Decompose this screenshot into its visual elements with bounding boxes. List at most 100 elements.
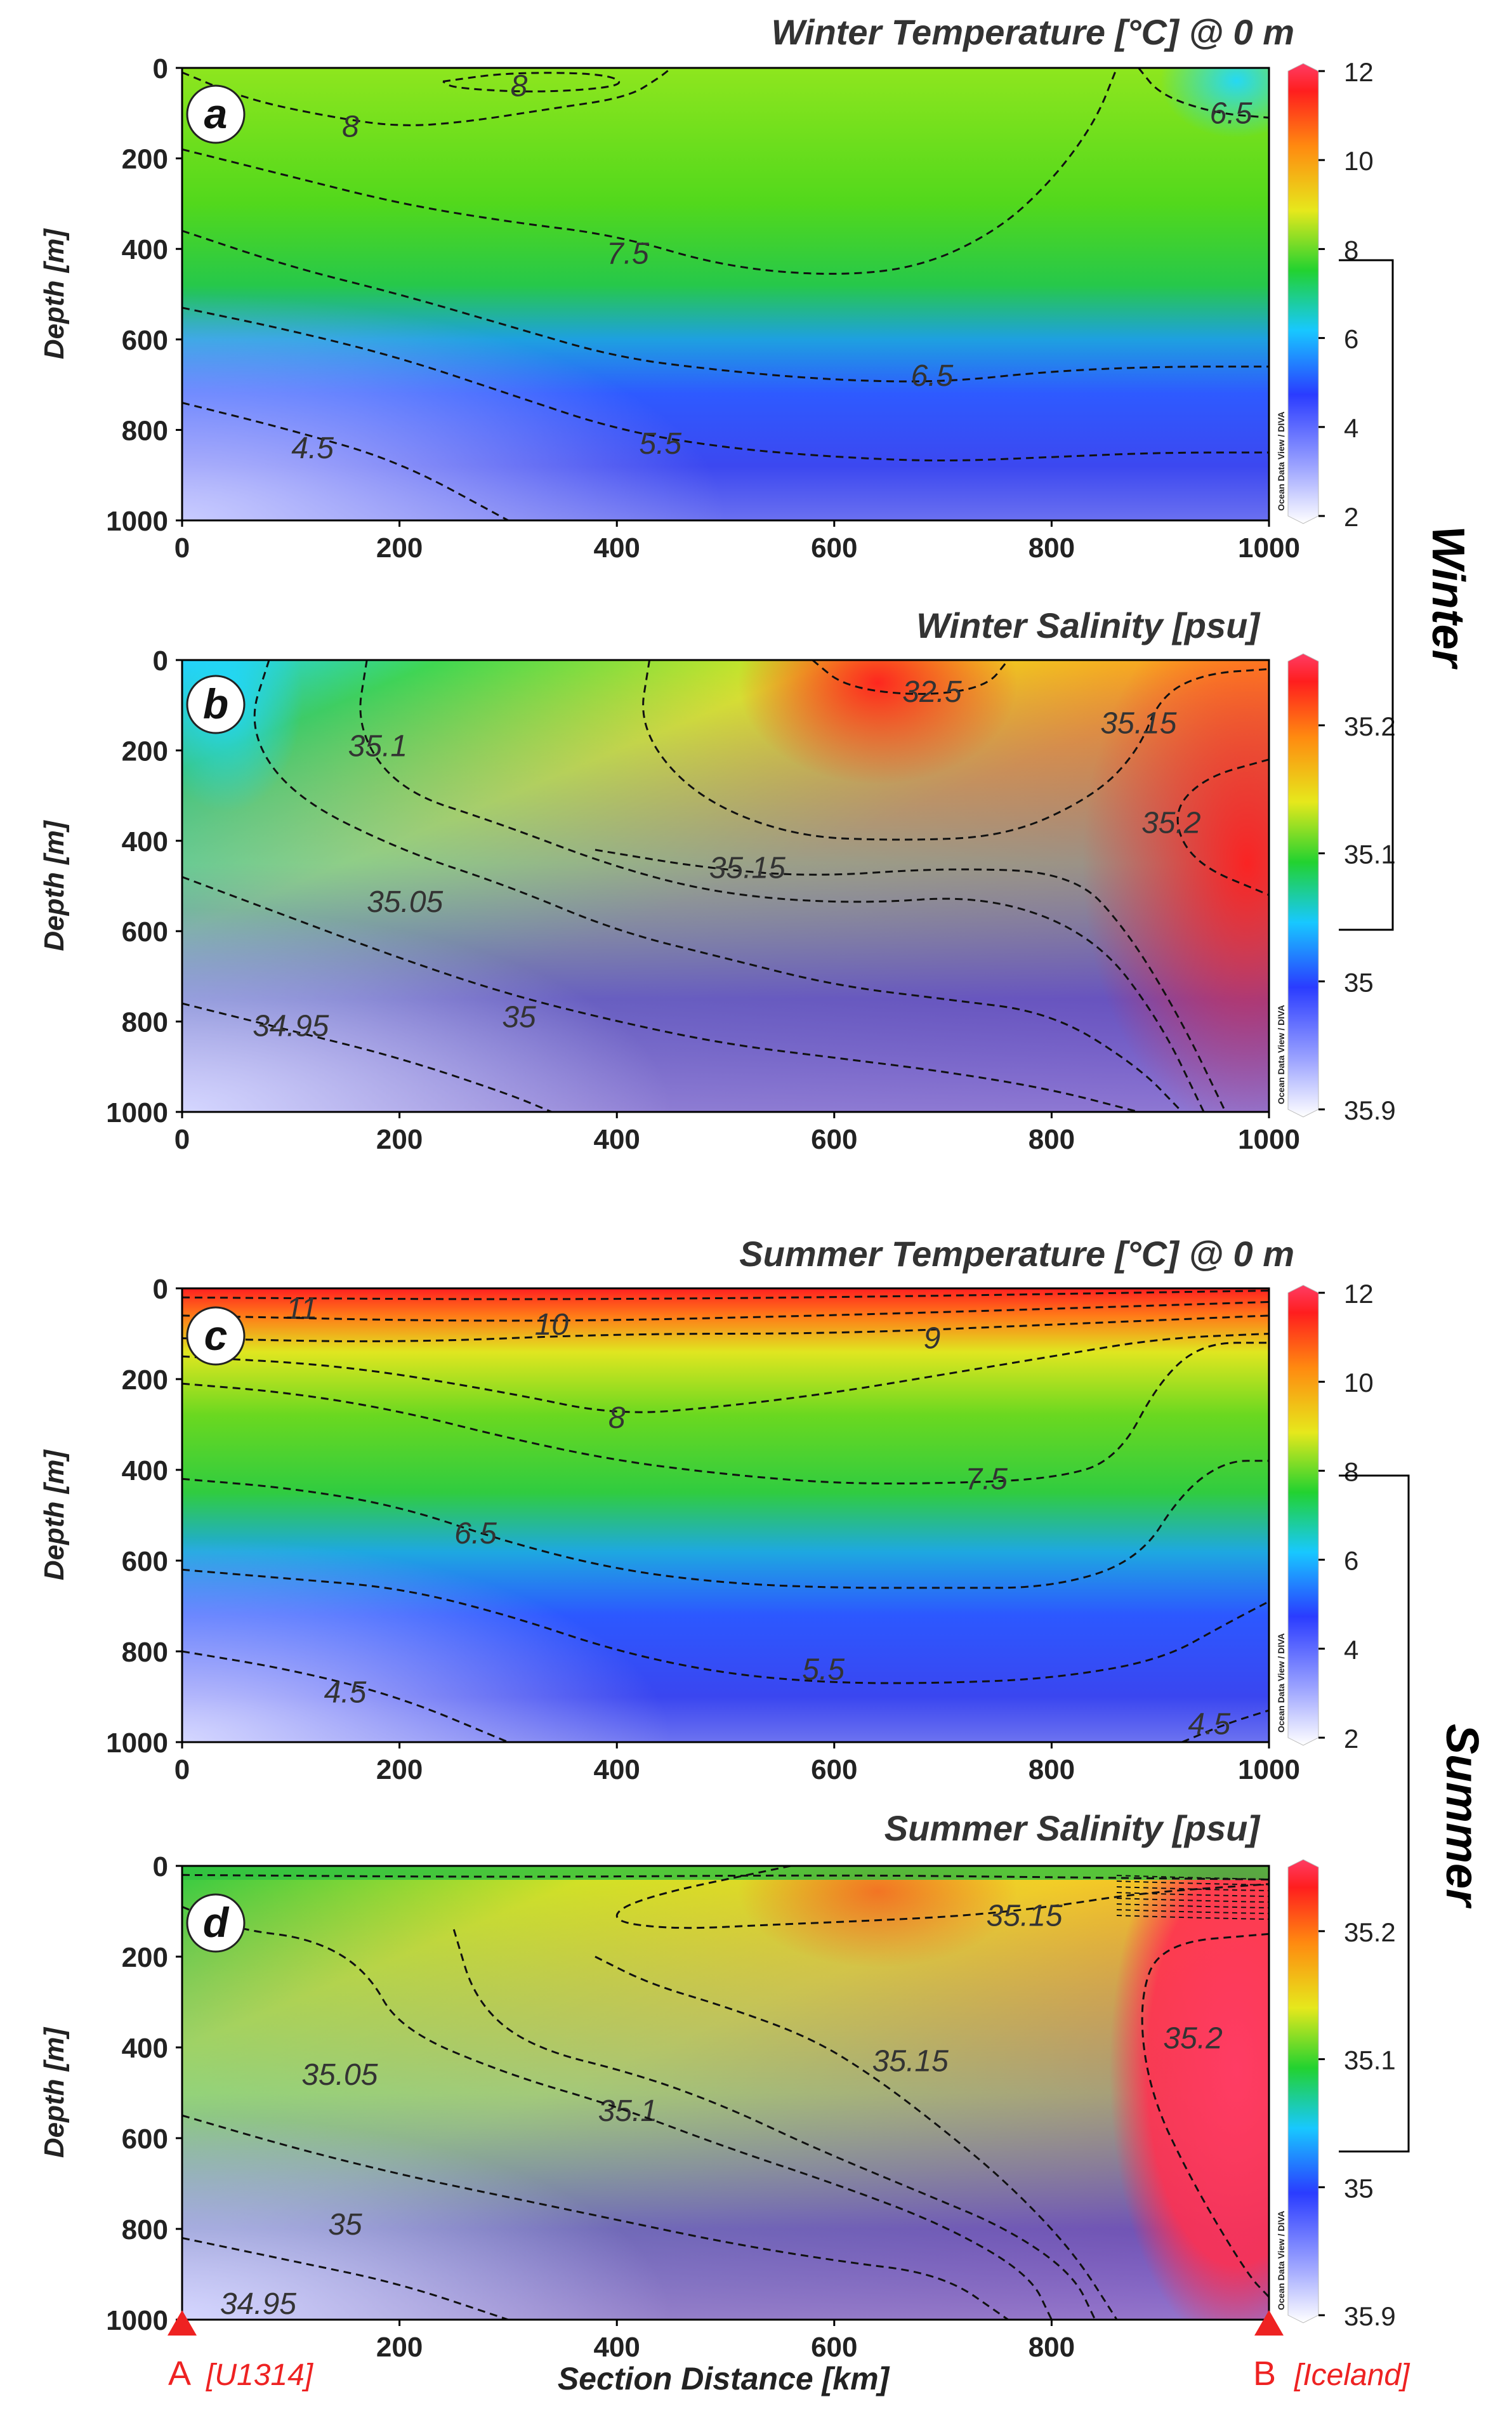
y-tick-label: 600 bbox=[122, 1546, 168, 1577]
field-c: 11 10 987.56.55.54.54.5 bbox=[182, 1288, 1269, 1742]
contour-label: 8 bbox=[511, 70, 528, 103]
contour-label: 35.2 bbox=[1163, 2022, 1222, 2056]
panel-d: 35.15 35.2 35.15 35.1 35.05 35 34.95 Summer Sal… bbox=[39, 1808, 1396, 2363]
station-a-letter: A bbox=[168, 2355, 191, 2393]
field-b: 32.5 35.15 35.2 35.1 35.15 35.05 35 34.95 bbox=[182, 660, 1269, 1112]
contour-label: 8 bbox=[342, 110, 359, 144]
station-b-letter: B bbox=[1253, 2355, 1276, 2393]
winter-label: Winter bbox=[1423, 525, 1473, 670]
contour-label: 35.15 bbox=[872, 2044, 949, 2078]
y-tick-label: 1000 bbox=[106, 506, 168, 537]
contour-label: 35.05 bbox=[301, 2058, 378, 2092]
panel-title: Summer Salinity [psu] bbox=[884, 1808, 1261, 1848]
colorbar-tick-label: 6 bbox=[1344, 324, 1358, 354]
contour-line bbox=[182, 1314, 1269, 1342]
contour-label: 35.15 bbox=[1100, 707, 1176, 741]
y-tick-label: 0 bbox=[153, 1851, 168, 1882]
winter-bracket bbox=[1339, 259, 1394, 931]
contour-label: 4.5 bbox=[324, 1675, 367, 1709]
x-tick-label: 200 bbox=[376, 2332, 423, 2363]
contour-line bbox=[182, 1333, 1269, 1413]
contour-line bbox=[182, 1290, 1269, 1300]
odv-watermark: Ocean Data View / DIVA bbox=[1276, 1633, 1286, 1733]
contour-label: 6.5 bbox=[1210, 96, 1252, 130]
summer-bracket bbox=[1339, 1474, 1410, 2153]
plot-frame bbox=[181, 1865, 1270, 2321]
y-tick-label: 800 bbox=[122, 1007, 168, 1038]
colorbar-tick-label: 2 bbox=[1344, 1724, 1358, 1754]
contour-label: 34.95 bbox=[220, 2287, 296, 2321]
contour-label: 35.15 bbox=[987, 1900, 1063, 1933]
contour-label: 34.95 bbox=[253, 1010, 329, 1043]
contour-line bbox=[182, 2237, 509, 2320]
contour-line bbox=[442, 72, 621, 93]
panel-letter: a bbox=[204, 90, 228, 137]
field-cool-patch bbox=[1160, 68, 1269, 138]
y-tick-label: 400 bbox=[122, 2033, 168, 2064]
x-tick-label: 0 bbox=[174, 532, 190, 564]
station-b-name: [Iceland] bbox=[1294, 2358, 1410, 2392]
panel-letter-badge bbox=[186, 1893, 246, 1953]
contour-line bbox=[595, 1955, 1118, 2320]
contour-line bbox=[182, 68, 672, 126]
x-tick-label: 800 bbox=[1029, 2332, 1075, 2363]
y-tick-label: 1000 bbox=[106, 1728, 168, 1759]
contour-line bbox=[182, 1650, 509, 1742]
x-tick-label: 600 bbox=[811, 2332, 857, 2363]
x-tick-label: 400 bbox=[593, 1754, 640, 1785]
x-tick-label: 1000 bbox=[1238, 1754, 1300, 1785]
contour-line bbox=[1141, 1933, 1269, 2298]
panel-letter-badge bbox=[186, 1306, 246, 1366]
colorbar-tick-label: 2 bbox=[1344, 502, 1358, 532]
surface-front-contour bbox=[1116, 1880, 1269, 1886]
y-axis-label: Depth [m] bbox=[39, 820, 70, 951]
contour-line bbox=[812, 660, 1009, 695]
contour-label: 35.2 bbox=[1141, 806, 1200, 840]
contour-line bbox=[182, 2114, 1009, 2320]
contour-line bbox=[1176, 758, 1269, 896]
x-tick-label: 600 bbox=[811, 1124, 857, 1155]
x-tick-label: 1000 bbox=[1238, 532, 1300, 564]
y-tick-label: 400 bbox=[122, 234, 168, 265]
x-tick-label: 800 bbox=[1029, 1754, 1075, 1785]
contour-label: 11 bbox=[286, 1292, 318, 1326]
y-tick-label: 600 bbox=[122, 325, 168, 356]
contour-label: 7.5 bbox=[965, 1462, 1008, 1496]
surface-front-contour bbox=[1116, 1898, 1269, 1903]
y-tick-label: 0 bbox=[153, 1274, 168, 1305]
y-tick-label: 600 bbox=[122, 2124, 168, 2155]
plot-frame bbox=[181, 1287, 1270, 1743]
contour-line bbox=[615, 1866, 1269, 1929]
colorbar bbox=[1287, 653, 1319, 1118]
contour-label: 35 bbox=[328, 2208, 362, 2242]
field-a: 8 8 6.5 7.5 6.5 5.5 4.5 bbox=[182, 68, 1269, 520]
contour-line bbox=[452, 1929, 1096, 2320]
y-tick-label: 200 bbox=[122, 144, 168, 175]
contour-label: 8 bbox=[608, 1401, 626, 1435]
y-tick-label: 400 bbox=[122, 1455, 168, 1486]
colorbar-tick-label: 4 bbox=[1344, 413, 1358, 443]
x-tick-label: 1000 bbox=[1238, 1124, 1300, 1155]
contour-label: 35.05 bbox=[367, 885, 443, 919]
x-tick-label: 600 bbox=[811, 532, 857, 564]
colorbar-tick-label: 6 bbox=[1344, 1546, 1358, 1576]
y-tick-label: 1000 bbox=[106, 1097, 168, 1128]
colorbar-tick-label: 10 bbox=[1344, 146, 1374, 176]
panel-letter: b bbox=[203, 680, 228, 727]
contour-label: 5.5 bbox=[802, 1653, 845, 1687]
surface-front-contour bbox=[1116, 1892, 1269, 1897]
panel-title: Winter Temperature [°C] @ 0 m bbox=[772, 12, 1294, 52]
panel-c: 11 10 9 8 7.5 6.5 5.5 4.5 4.5 Summer Temperature … bbox=[39, 1234, 1374, 1785]
station-a-marker bbox=[168, 2310, 197, 2336]
colorbar-tick-label: 8 bbox=[1344, 235, 1358, 265]
contour-line bbox=[182, 876, 1139, 1112]
colorbar-tick-label: 35 bbox=[1344, 2173, 1374, 2203]
y-tick-label: 800 bbox=[122, 2214, 168, 2245]
y-tick-label: 0 bbox=[153, 645, 168, 677]
field-deep-corner bbox=[182, 68, 1269, 520]
colorbar-tick-label: 35.2 bbox=[1344, 711, 1396, 741]
contour-label: 35.1 bbox=[348, 729, 407, 763]
colorbar-tick-label: 12 bbox=[1344, 57, 1374, 87]
